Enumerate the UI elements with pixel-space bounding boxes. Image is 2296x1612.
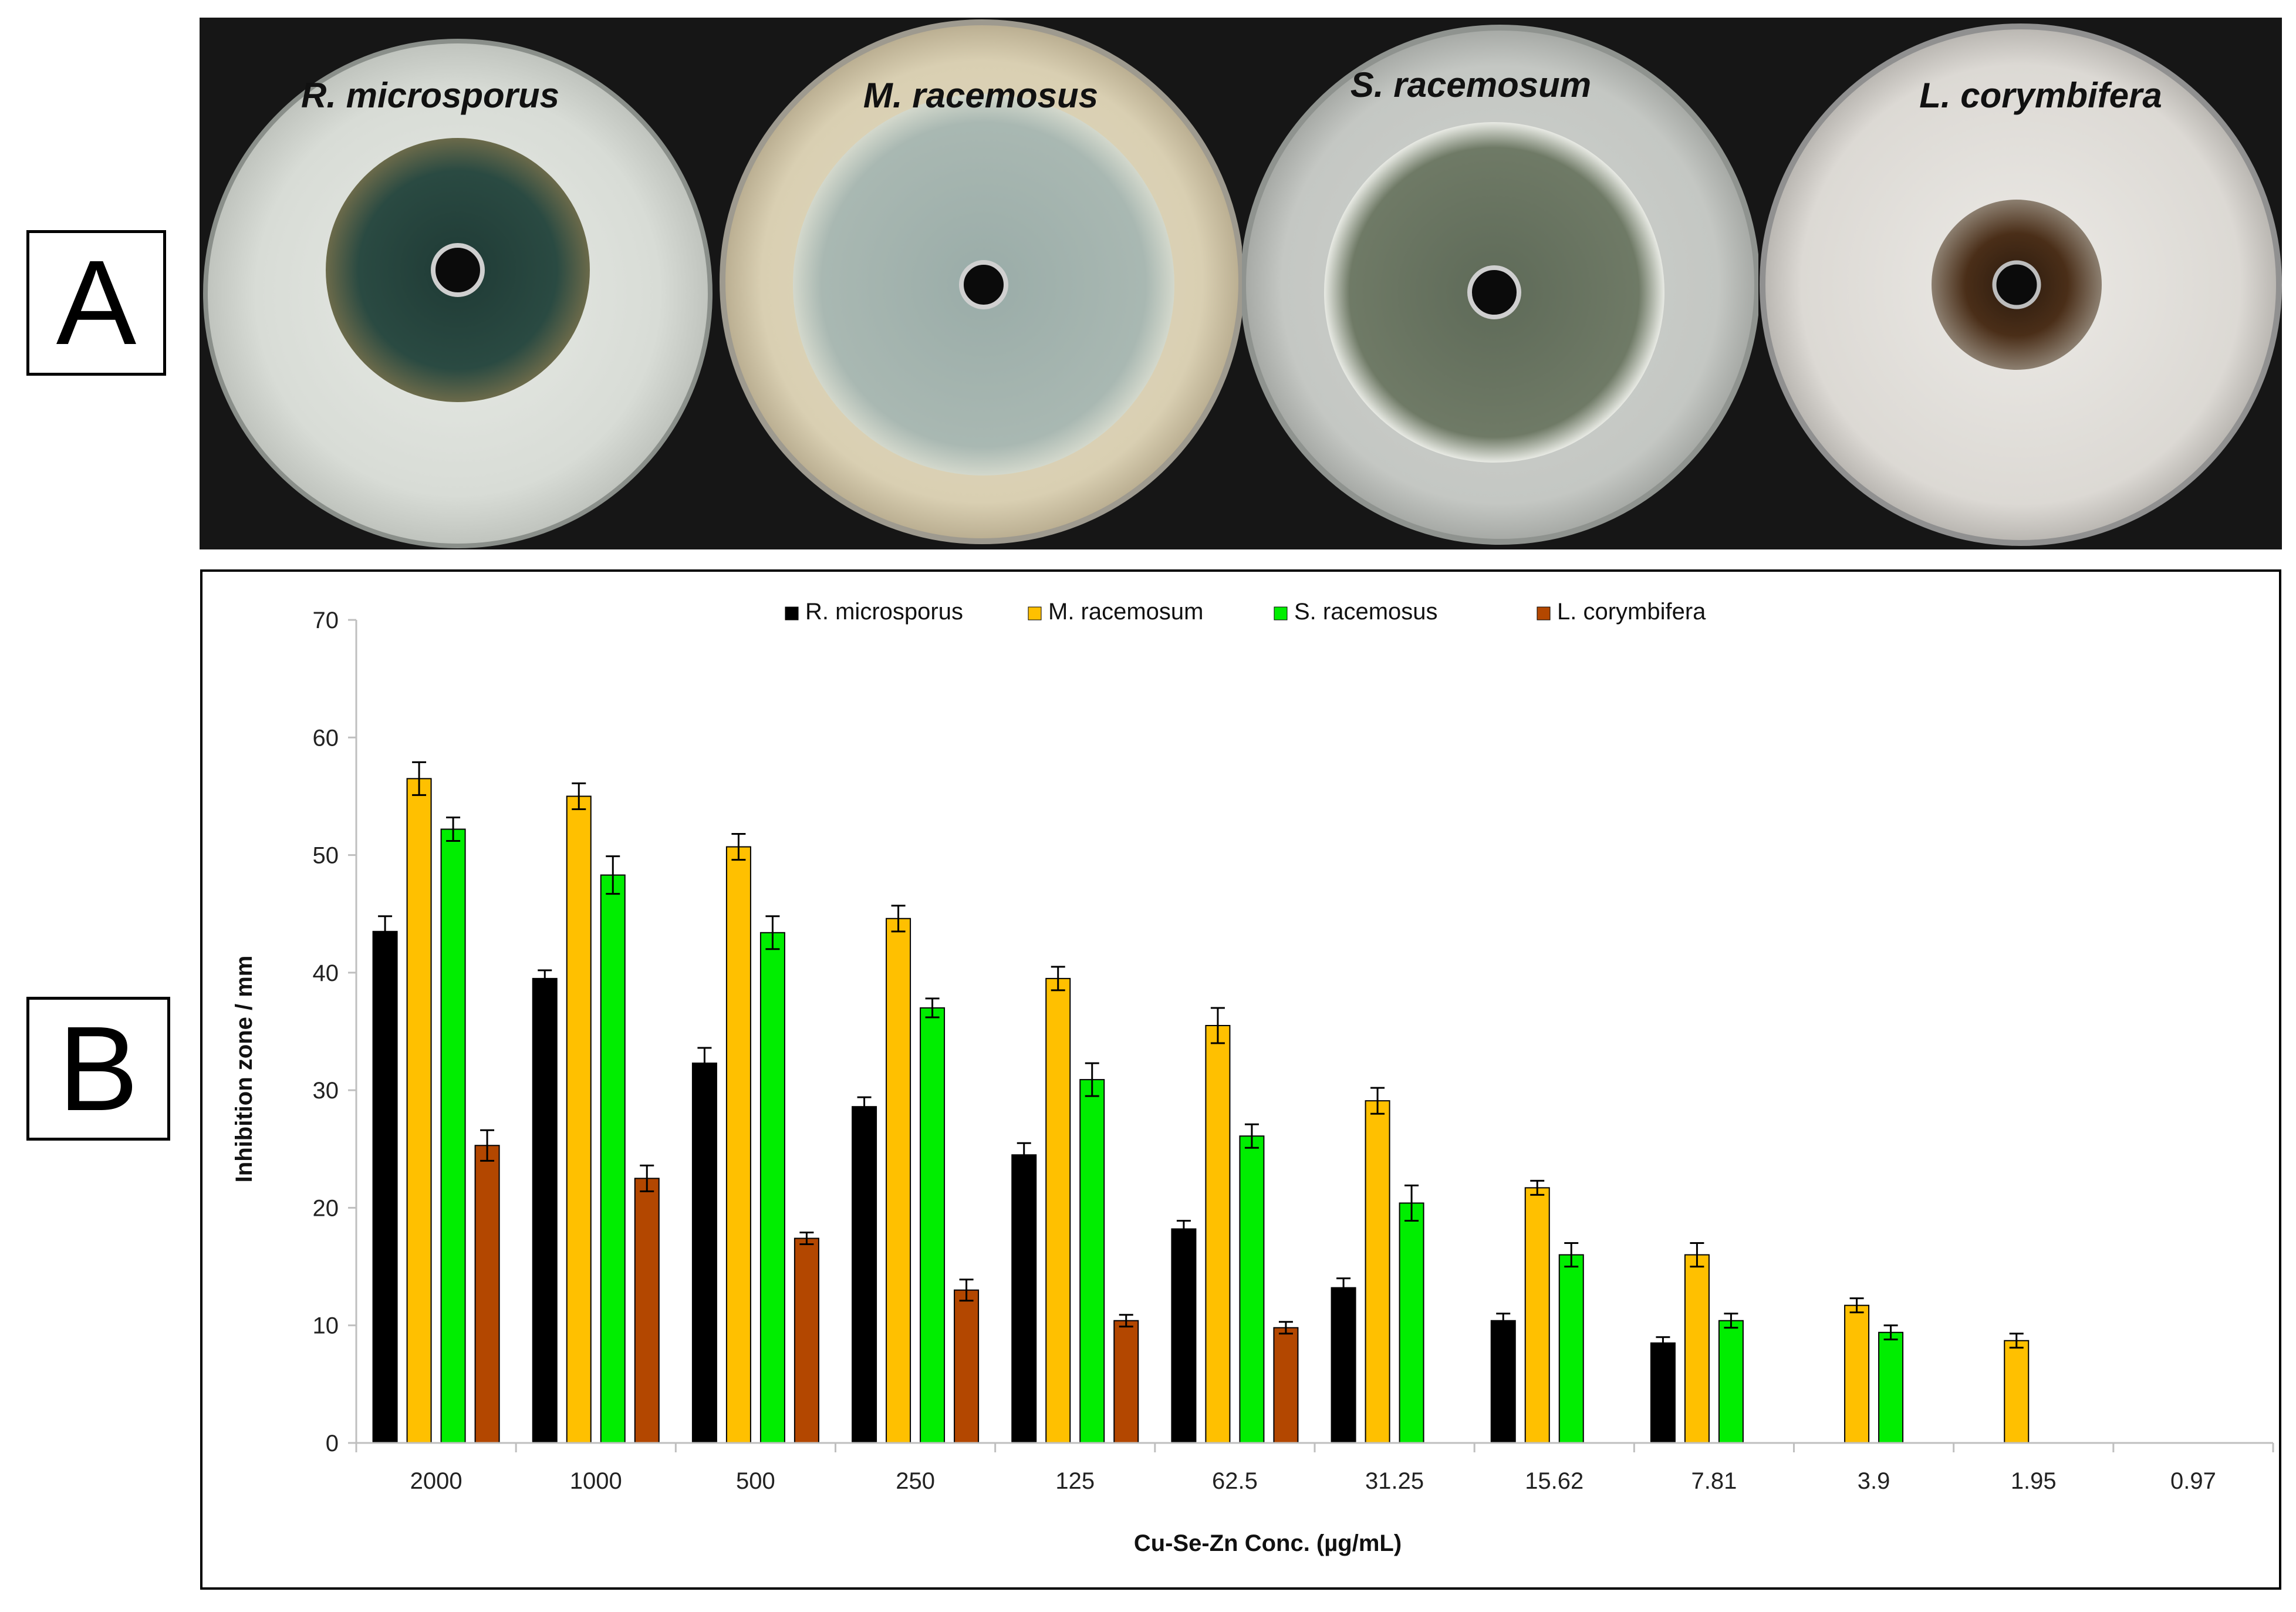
x-tick-label: 1.95 — [2011, 1468, 2057, 1494]
panel-label-a: A — [26, 230, 166, 376]
bar — [634, 1178, 660, 1444]
x-tick-label: 3.9 — [1858, 1468, 1890, 1494]
x-tick-label: 250 — [896, 1468, 935, 1494]
photo-title: L. corymbifera — [1919, 76, 2162, 115]
bar — [1171, 1228, 1197, 1444]
bar — [440, 828, 466, 1444]
petri-dish-photos: R. microsporus M. racemosus — [200, 18, 2282, 549]
bar — [1524, 1187, 1550, 1444]
petri-dish-image — [1242, 18, 1758, 549]
bar — [1045, 977, 1071, 1444]
bar-chart: 0 10 20 30 40 50 60 70 2000 1000 500 250 125 62.5 31.… — [231, 599, 2274, 1556]
photo-title: M. racemosus — [863, 76, 1099, 115]
bar — [1365, 1100, 1390, 1444]
bar — [794, 1237, 819, 1444]
bar — [1558, 1254, 1584, 1444]
bar — [1718, 1320, 1744, 1444]
legend: R. microsporus M. racemosum S. racemosus L.… — [785, 599, 1706, 625]
bar — [2004, 1340, 2030, 1444]
bar — [1011, 1154, 1037, 1444]
bar — [532, 977, 558, 1444]
petri-dish-l-corymbifera: L. corymbifera — [1758, 18, 2282, 549]
bar — [725, 846, 751, 1444]
x-tick-label: 500 — [736, 1468, 775, 1494]
bar — [474, 1145, 500, 1444]
bar — [1650, 1342, 1676, 1444]
y-tick-label: 40 — [313, 960, 339, 986]
bar — [1113, 1320, 1139, 1444]
legend-swatch — [785, 606, 799, 620]
axes: 2000 1000 500 250 125 62.5 31.25 15.62 7.81 3.9 1.… — [355, 620, 2274, 1494]
y-axis-title: Inhibition zone / mm — [231, 956, 257, 1183]
x-tick-label: 2000 — [410, 1468, 462, 1494]
x-axis-title: Cu-Se-Zn Conc. (µg/mL) — [1134, 1530, 1402, 1556]
bar — [954, 1289, 980, 1444]
legend-label: L. corymbifera — [1557, 599, 1706, 625]
legend-label: M. racemosum — [1048, 599, 1204, 625]
x-tick-label: 0.97 — [2170, 1468, 2216, 1494]
petri-dish-image — [720, 18, 1242, 549]
y-tick-label: 70 — [313, 608, 339, 633]
bar — [1239, 1135, 1265, 1444]
bar — [1490, 1320, 1516, 1444]
petri-dish-s-racemosum: S. racemosum — [1242, 18, 1758, 549]
legend-label: R. microsporus — [805, 599, 963, 625]
legend-label: S. racemosus — [1294, 599, 1438, 625]
y-tick-label: 10 — [313, 1313, 339, 1339]
bar-chart-panel: 0 10 20 30 40 50 60 70 2000 1000 500 250 125 62.5 31.… — [200, 569, 2281, 1590]
bar — [372, 930, 398, 1444]
panel-label-b: B — [26, 997, 170, 1141]
x-tick-label: 125 — [1055, 1468, 1095, 1494]
bar — [566, 795, 592, 1444]
bar — [1331, 1287, 1356, 1444]
bar — [406, 778, 432, 1444]
y-tick-label: 30 — [313, 1078, 339, 1104]
petri-dish-r-microsporus: R. microsporus — [200, 18, 720, 549]
bar — [1844, 1304, 1870, 1444]
y-axis-ticks: 0 10 20 30 40 50 60 70 — [313, 608, 356, 1456]
y-tick-label: 20 — [313, 1195, 339, 1221]
bar — [1684, 1254, 1710, 1444]
bar — [852, 1106, 877, 1444]
petri-dish-image — [200, 18, 720, 549]
legend-swatch — [1537, 606, 1551, 620]
x-tick-label: 62.5 — [1212, 1468, 1258, 1494]
bar — [1205, 1024, 1231, 1444]
bar — [691, 1063, 717, 1444]
x-tick-label: 1000 — [570, 1468, 622, 1494]
bar — [759, 932, 785, 1444]
bar — [886, 918, 911, 1444]
photo-title: S. racemosum — [1350, 65, 1592, 104]
bars — [372, 761, 2030, 1444]
x-tick-label: 7.81 — [1691, 1468, 1737, 1494]
legend-swatch — [1028, 606, 1042, 620]
bar — [1079, 1079, 1105, 1444]
y-tick-label: 60 — [313, 725, 339, 751]
bar — [1273, 1327, 1299, 1444]
y-tick-label: 50 — [313, 843, 339, 869]
bar — [1399, 1202, 1424, 1444]
petri-dish-image — [1758, 18, 2282, 549]
photo-title: R. microsporus — [300, 76, 560, 115]
bar — [920, 1007, 946, 1444]
x-tick-label: 31.25 — [1365, 1468, 1424, 1494]
y-tick-label: 0 — [326, 1431, 339, 1456]
x-tick-label: 15.62 — [1525, 1468, 1583, 1494]
legend-swatch — [1274, 606, 1288, 620]
bar — [1878, 1331, 1904, 1444]
bar — [600, 874, 626, 1444]
petri-dish-m-racemosus: M. racemosus — [720, 18, 1242, 549]
